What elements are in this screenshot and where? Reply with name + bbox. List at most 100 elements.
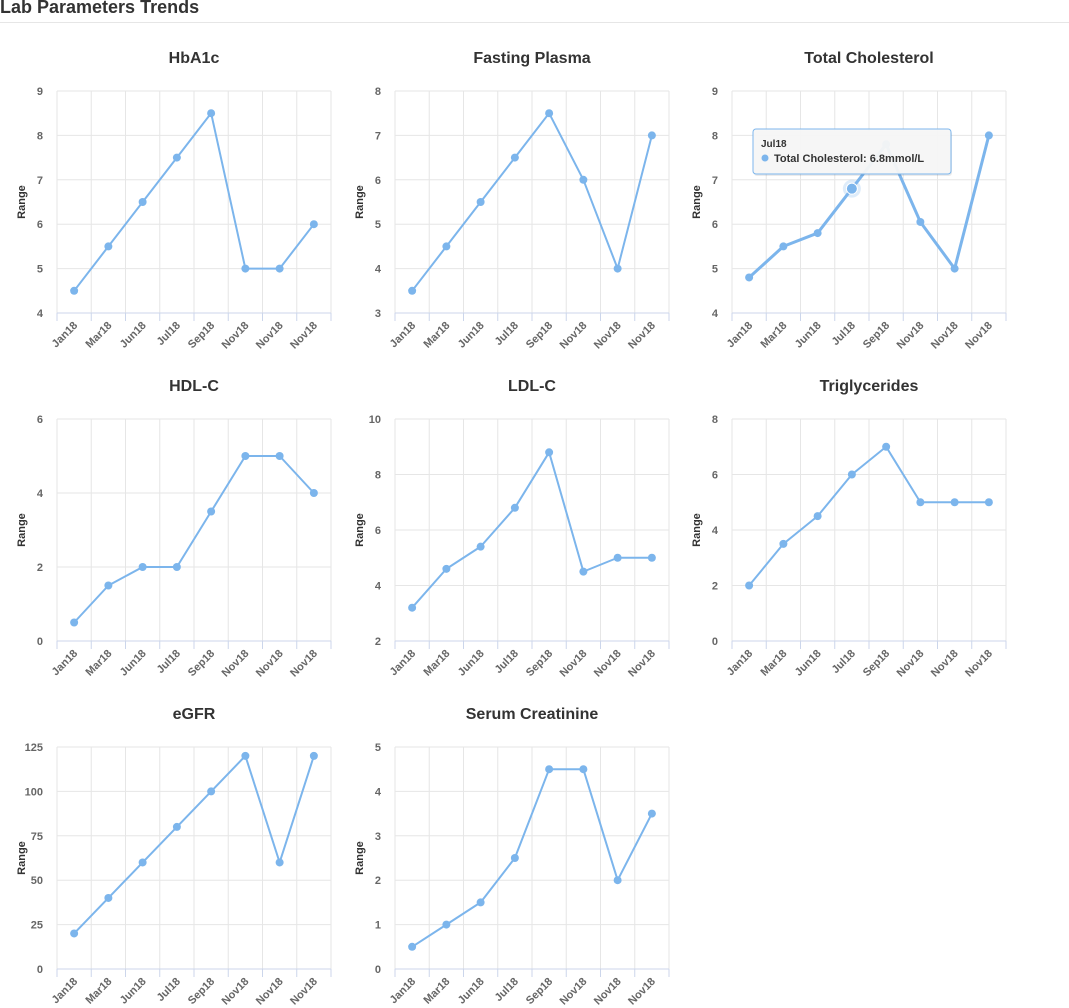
data-point[interactable] bbox=[408, 603, 417, 612]
data-point[interactable] bbox=[275, 858, 284, 867]
data-point[interactable] bbox=[138, 563, 147, 571]
x-tick-label: Jul18 bbox=[493, 320, 521, 348]
x-tick-label: Nov18 bbox=[220, 320, 252, 352]
data-point[interactable] bbox=[476, 542, 485, 551]
data-point[interactable] bbox=[579, 765, 588, 774]
data-point[interactable] bbox=[510, 503, 519, 512]
data-point[interactable] bbox=[745, 273, 754, 282]
data-point[interactable] bbox=[745, 581, 754, 590]
data-point[interactable] bbox=[309, 751, 318, 760]
data-point[interactable] bbox=[579, 567, 588, 576]
data-point[interactable] bbox=[309, 489, 318, 497]
data-point[interactable] bbox=[241, 264, 250, 273]
chart-title: Serum Creatinine bbox=[466, 706, 599, 723]
data-point[interactable] bbox=[916, 217, 925, 226]
y-tick-label: 7 bbox=[37, 175, 43, 187]
data-point[interactable] bbox=[813, 512, 822, 521]
data-point[interactable] bbox=[950, 264, 959, 273]
y-tick-label: 2 bbox=[37, 562, 43, 574]
x-tick-label: Nov18 bbox=[895, 648, 927, 680]
x-tick-label: Sep18 bbox=[524, 320, 555, 351]
data-point[interactable] bbox=[882, 442, 891, 451]
y-tick-label: 0 bbox=[712, 636, 718, 648]
data-point[interactable] bbox=[70, 929, 79, 938]
data-point[interactable] bbox=[442, 242, 451, 251]
data-point[interactable] bbox=[916, 498, 925, 507]
x-tick-label: Mar18 bbox=[759, 648, 790, 679]
x-tick-label: Nov18 bbox=[288, 976, 320, 1008]
x-tick-label: Nov18 bbox=[558, 648, 590, 680]
data-point[interactable] bbox=[613, 264, 622, 273]
x-tick-label: Sep18 bbox=[524, 648, 555, 679]
data-point[interactable] bbox=[779, 539, 788, 548]
data-point[interactable] bbox=[275, 452, 284, 460]
data-point[interactable] bbox=[207, 507, 216, 516]
data-point[interactable] bbox=[442, 920, 451, 929]
data-point[interactable] bbox=[138, 198, 147, 206]
data-point[interactable] bbox=[241, 751, 250, 760]
data-point[interactable] bbox=[984, 131, 993, 140]
data-point[interactable] bbox=[104, 581, 113, 590]
data-point[interactable] bbox=[172, 153, 181, 162]
data-point[interactable] bbox=[207, 787, 216, 796]
data-point[interactable] bbox=[579, 175, 588, 184]
data-point[interactable] bbox=[984, 498, 993, 507]
data-point[interactable] bbox=[647, 553, 656, 562]
x-tick-label: Nov18 bbox=[626, 648, 658, 680]
data-point[interactable] bbox=[613, 553, 622, 562]
y-tick-label: 5 bbox=[375, 219, 381, 231]
y-tick-label: 3 bbox=[375, 308, 381, 320]
data-point[interactable] bbox=[950, 498, 959, 507]
data-point[interactable] bbox=[172, 563, 181, 571]
data-point[interactable] bbox=[309, 220, 318, 229]
x-tick-label: Nov18 bbox=[963, 648, 995, 680]
data-point[interactable] bbox=[138, 858, 147, 867]
y-tick-label: 8 bbox=[37, 130, 43, 142]
y-axis-title: Range bbox=[691, 513, 703, 547]
y-tick-label: 7 bbox=[712, 175, 718, 187]
data-point[interactable] bbox=[647, 809, 656, 818]
data-point[interactable] bbox=[172, 822, 181, 831]
x-tick-label: Mar18 bbox=[84, 976, 115, 1007]
data-point[interactable] bbox=[647, 131, 656, 140]
data-point[interactable] bbox=[104, 242, 113, 251]
data-point[interactable] bbox=[813, 229, 822, 238]
x-tick-label: Nov18 bbox=[558, 976, 590, 1008]
data-point[interactable] bbox=[104, 893, 113, 902]
data-point[interactable] bbox=[510, 153, 519, 162]
y-tick-label: 8 bbox=[375, 470, 381, 482]
data-point[interactable] bbox=[70, 618, 79, 627]
data-point[interactable] bbox=[275, 264, 284, 273]
x-tick-label: Nov18 bbox=[592, 320, 624, 352]
x-tick-label: Jun18 bbox=[456, 976, 487, 1007]
x-tick-label: Nov18 bbox=[592, 648, 624, 680]
data-point[interactable] bbox=[545, 448, 554, 457]
data-point[interactable] bbox=[408, 942, 417, 951]
y-axis-title: Range bbox=[354, 185, 366, 219]
data-point[interactable] bbox=[545, 109, 554, 118]
data-point[interactable] bbox=[510, 854, 519, 862]
x-tick-label: Jan18 bbox=[388, 320, 419, 351]
data-point[interactable] bbox=[476, 898, 485, 907]
data-point[interactable] bbox=[779, 242, 788, 251]
page-title: Lab Parameters Trends bbox=[0, 0, 200, 17]
data-point[interactable] bbox=[207, 109, 216, 118]
x-tick-label: Sep18 bbox=[186, 648, 217, 679]
data-point[interactable] bbox=[476, 198, 485, 206]
chart-title: HDL-C bbox=[169, 378, 219, 395]
data-point-hovered[interactable] bbox=[845, 182, 858, 195]
data-point[interactable] bbox=[408, 286, 417, 295]
data-point[interactable] bbox=[241, 452, 250, 460]
x-tick-label: Sep18 bbox=[861, 320, 892, 351]
x-tick-label: Mar18 bbox=[422, 320, 453, 351]
data-point[interactable] bbox=[613, 876, 622, 885]
tooltip-header: Jul18 bbox=[761, 139, 787, 150]
data-point[interactable] bbox=[442, 564, 451, 573]
data-point[interactable] bbox=[545, 765, 554, 774]
x-tick-label: Nov18 bbox=[254, 320, 286, 352]
data-point[interactable] bbox=[847, 470, 856, 479]
x-tick-label: Jan18 bbox=[725, 320, 756, 351]
x-tick-label: Sep18 bbox=[861, 648, 892, 679]
data-point[interactable] bbox=[70, 286, 79, 295]
tooltip-value: Total Cholesterol: 6.8mmol/L bbox=[774, 153, 924, 165]
